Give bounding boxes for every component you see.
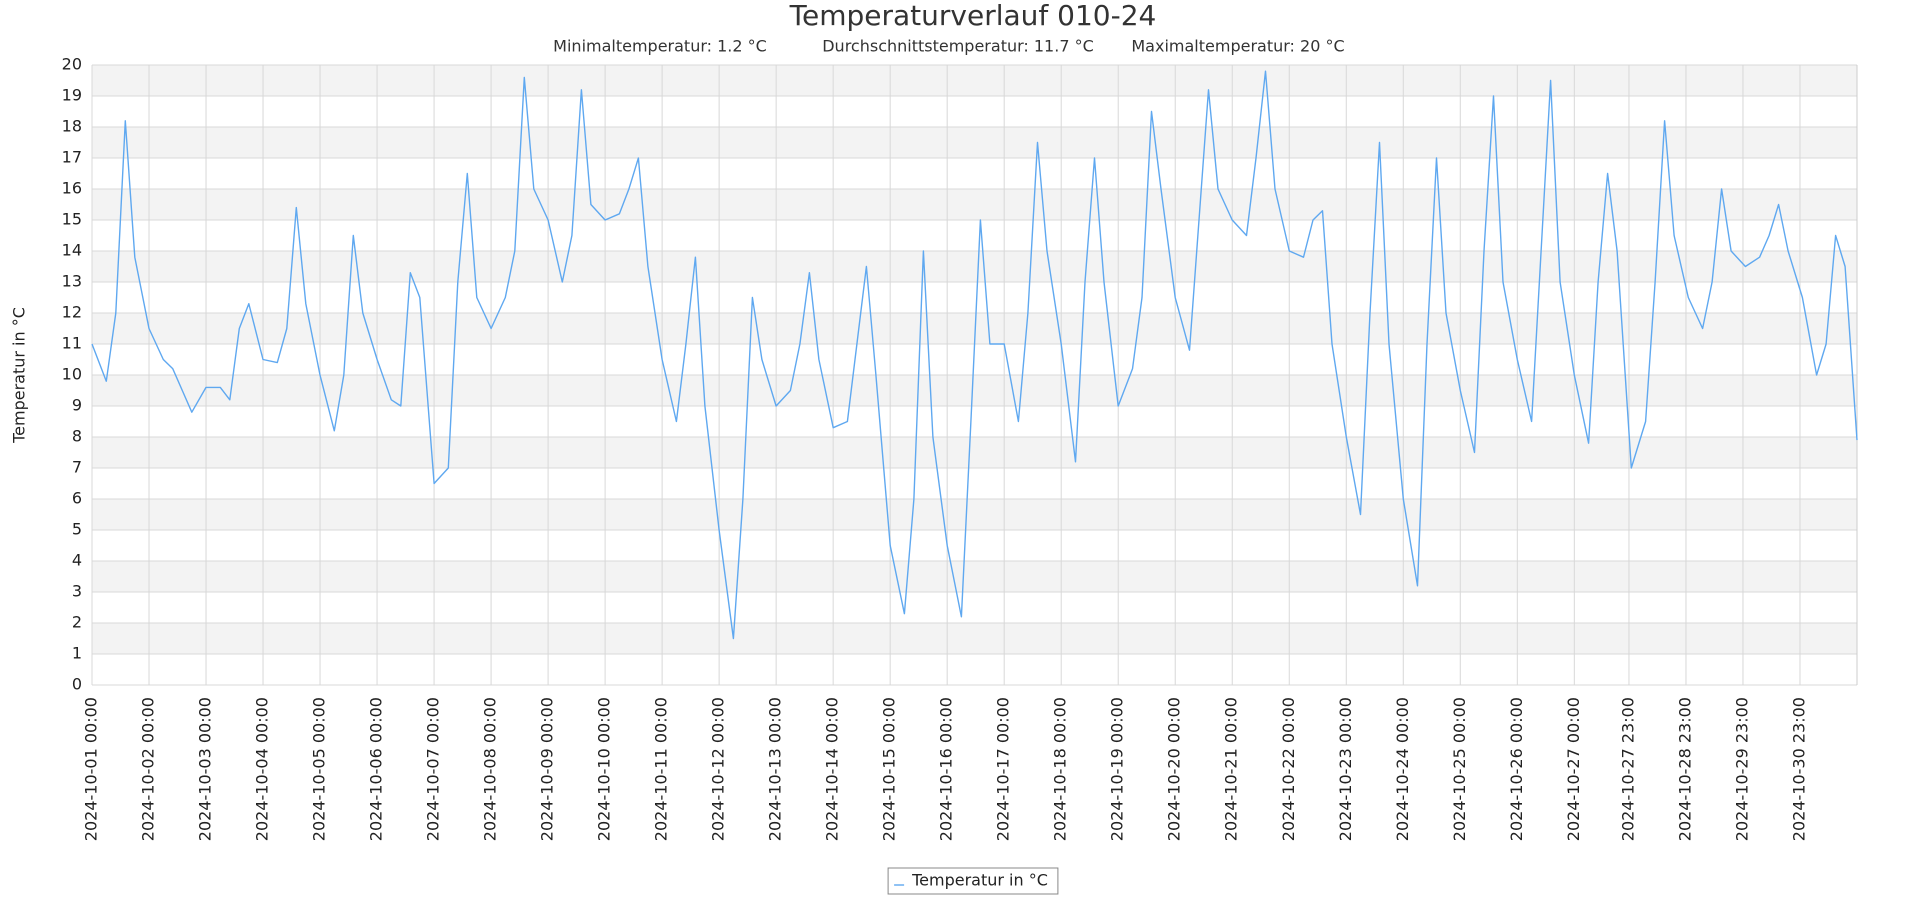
y-tick-label: 19 [62, 86, 82, 105]
x-tick-label: 2024-10-07 00:00 [424, 697, 443, 841]
x-tick-label: 2024-10-08 00:00 [481, 697, 500, 841]
y-tick-label: 17 [62, 148, 82, 167]
x-tick-label: 2024-10-21 00:00 [1222, 697, 1241, 841]
y-tick-label: 11 [62, 334, 82, 353]
grid-band [92, 127, 1857, 158]
x-tick-label: 2024-10-13 00:00 [766, 697, 785, 841]
x-tick-label: 2024-10-26 00:00 [1507, 697, 1526, 841]
x-tick-label: 2024-10-29 23:00 [1732, 697, 1751, 841]
grid-band [92, 65, 1857, 96]
grid-band [92, 561, 1857, 592]
x-tick-label: 2024-10-04 00:00 [253, 697, 272, 841]
x-tick-label: 2024-10-18 00:00 [1051, 697, 1070, 841]
y-tick-label: 5 [72, 520, 82, 539]
legend: Temperatur in °C [887, 867, 1059, 895]
x-tick-label: 2024-10-22 00:00 [1279, 697, 1298, 841]
x-tick-label: 2024-10-11 00:00 [652, 697, 671, 841]
y-tick-label: 18 [62, 117, 82, 136]
grid-band [92, 375, 1857, 406]
chart-title: Temperaturverlauf 010-24 [789, 0, 1157, 32]
x-tick-label: 2024-10-23 00:00 [1336, 697, 1355, 841]
y-tick-label: 3 [72, 582, 82, 601]
grid-band [92, 251, 1857, 282]
y-tick-label: 0 [72, 675, 82, 694]
x-tick-label: 2024-10-09 00:00 [538, 697, 557, 841]
x-tick-label: 2024-10-01 00:00 [82, 697, 101, 841]
x-tick-label: 2024-10-19 00:00 [1108, 697, 1127, 841]
y-tick-label: 7 [72, 458, 82, 477]
y-tick-label: 1 [72, 644, 82, 663]
y-tick-label: 14 [62, 241, 82, 260]
grid-band [92, 499, 1857, 530]
y-tick-label: 8 [72, 427, 82, 446]
x-tick-label: 2024-10-27 00:00 [1564, 697, 1583, 841]
y-tick-label: 9 [72, 396, 82, 415]
grid-band [92, 437, 1857, 468]
subtitle: Minimaltemperatur: 1.2 °C [553, 37, 767, 56]
x-tick-label: 2024-10-05 00:00 [310, 697, 329, 841]
x-tick-label: 2024-10-25 00:00 [1450, 697, 1469, 841]
x-tick-label: 2024-10-30 23:00 [1789, 697, 1808, 841]
grid-band [92, 623, 1857, 654]
y-tick-label: 13 [62, 272, 82, 291]
line [91, 70, 1858, 640]
x-tick-label: 2024-10-28 23:00 [1675, 697, 1694, 841]
x-tick-label: 2024-10-17 00:00 [994, 697, 1013, 841]
y-tick-label: 10 [62, 365, 82, 384]
y-tick-label: 15 [62, 210, 82, 229]
y-tick-label: 4 [72, 551, 82, 570]
x-tick-label: 2024-10-24 00:00 [1393, 697, 1412, 841]
x-tick-label: 2024-10-16 00:00 [937, 697, 956, 841]
y-tick-label: 12 [62, 303, 82, 322]
legend-box [887, 867, 1059, 895]
subtitle: Durchschnittstemperatur: 11.7 °C [822, 37, 1094, 56]
y-axis-label: Temperatur in °C [10, 307, 29, 444]
x-tick-label: 2024-10-27 23:00 [1618, 697, 1637, 841]
x-tick-label: 2024-10-15 00:00 [880, 697, 899, 841]
x-tick-label: 2024-10-10 00:00 [595, 697, 614, 841]
y-tick-label: 20 [62, 55, 82, 74]
y-tick-label: 16 [62, 179, 82, 198]
x-tick-label: 2024-10-20 00:00 [1165, 697, 1184, 841]
subtitle: Maximaltemperatur: 20 °C [1131, 37, 1344, 56]
x-tick-label: 2024-10-02 00:00 [139, 697, 158, 841]
y-tick-label: 6 [72, 489, 82, 508]
x-tick-label: 2024-10-12 00:00 [709, 697, 728, 841]
legend-label: Temperatur in °C [911, 871, 1048, 890]
grid-band [92, 189, 1857, 220]
x-tick-label: 2024-10-06 00:00 [367, 697, 386, 841]
x-tick-label: 2024-10-14 00:00 [823, 697, 842, 841]
x-tick-label: 2024-10-03 00:00 [196, 697, 215, 841]
y-tick-label: 2 [72, 613, 82, 632]
